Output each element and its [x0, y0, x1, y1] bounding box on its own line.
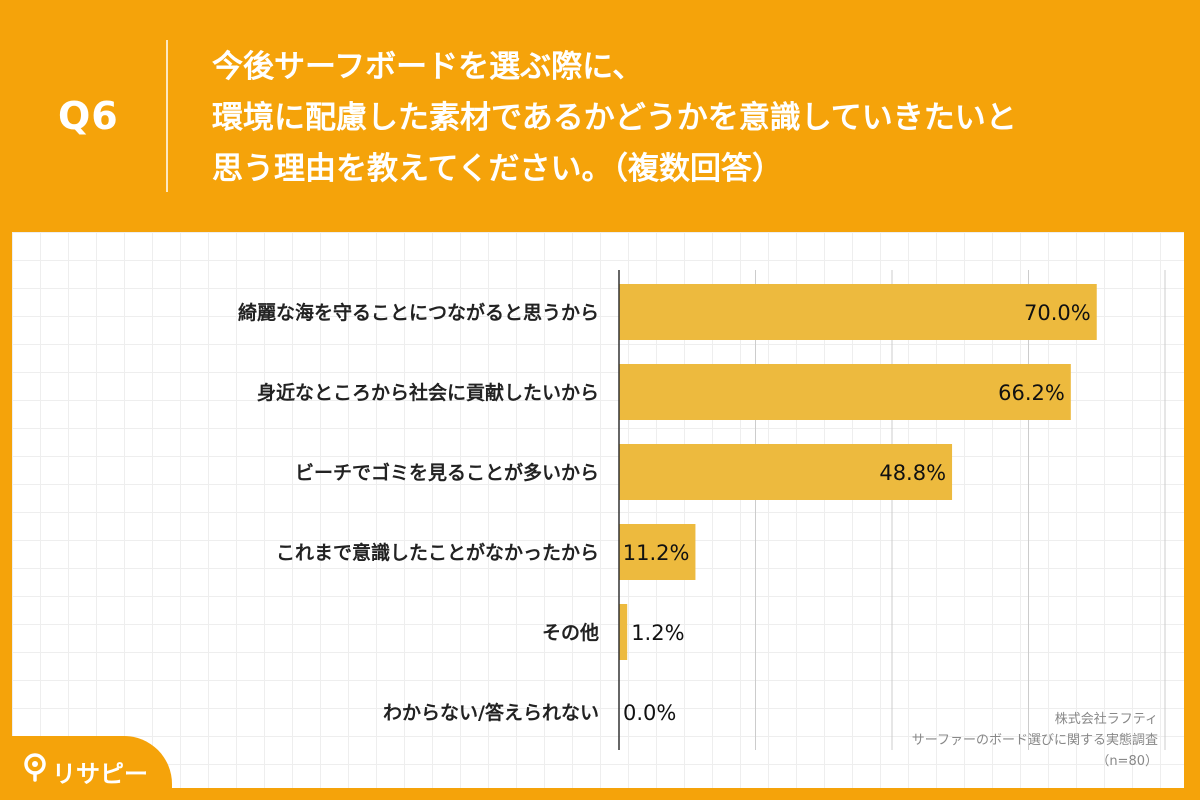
chart-bars	[619, 284, 1097, 660]
header: Q6 今後サーフボードを選ぶ際に、 環境に配慮した素材であるかどうかを意識してい…	[0, 0, 1200, 232]
question-line-1: 今後サーフボードを選ぶ際に、	[212, 49, 644, 85]
category-label: わからない/答えられない	[383, 701, 599, 724]
category-label: ビーチでゴミを見ることが多いから	[295, 461, 599, 484]
value-label: 1.2%	[631, 621, 684, 645]
bar	[619, 284, 1097, 340]
chart-gridlines	[755, 270, 1166, 750]
value-label: 0.0%	[623, 701, 676, 725]
value-label: 70.0%	[1024, 301, 1091, 325]
bar	[619, 604, 628, 660]
value-label: 48.8%	[879, 461, 946, 485]
question-line-2: 環境に配慮した素材であるかどうかを意識していきたいと	[212, 100, 1017, 136]
header-divider	[166, 40, 168, 192]
bar	[619, 524, 696, 580]
chart-panel: 綺麗な海を守ることにつながると思うから身近なところから社会に貢献したいからビーチ…	[12, 232, 1184, 788]
category-label: 綺麗な海を守ることにつながると思うから	[238, 301, 599, 324]
source-note: 株式会社ラフティ サーファーのボード選びに関する実態調査 （n=80）	[912, 709, 1158, 772]
chart-value-labels: 70.0% 66.2% 48.8% 11.2% 1.2% 0.0%	[623, 301, 1091, 725]
source-survey: サーファーのボード選びに関する実態調査	[911, 733, 1158, 748]
value-label: 11.2%	[623, 541, 690, 565]
bar	[619, 364, 1071, 420]
brand-logo-text: リサピー	[52, 760, 148, 788]
chart-category-labels: 綺麗な海を守ることにつながると思うから身近なところから社会に貢献したいからビーチ…	[238, 301, 599, 724]
bar-chart: 綺麗な海を守ることにつながると思うから身近なところから社会に貢献したいからビーチ…	[238, 270, 1166, 750]
source-company: 株式会社ラフティ	[1054, 712, 1158, 727]
magnifier-pin-icon	[24, 753, 46, 782]
category-label: これまで意識したことがなかったから	[276, 541, 599, 564]
category-label: その他	[542, 621, 599, 644]
value-label: 66.2%	[998, 381, 1065, 405]
question-text: 今後サーフボードを選ぶ際に、 環境に配慮した素材であるかどうかを意識していきたい…	[212, 42, 1017, 195]
question-line-3: 思う理由を教えてください。（複数回答）	[212, 151, 784, 187]
brand-logo: リサピー	[0, 736, 172, 800]
question-number: Q6	[58, 94, 119, 138]
bar	[619, 444, 953, 500]
category-label: 身近なところから社会に貢献したいから	[257, 381, 599, 404]
source-sample: （n=80）	[1096, 754, 1158, 769]
